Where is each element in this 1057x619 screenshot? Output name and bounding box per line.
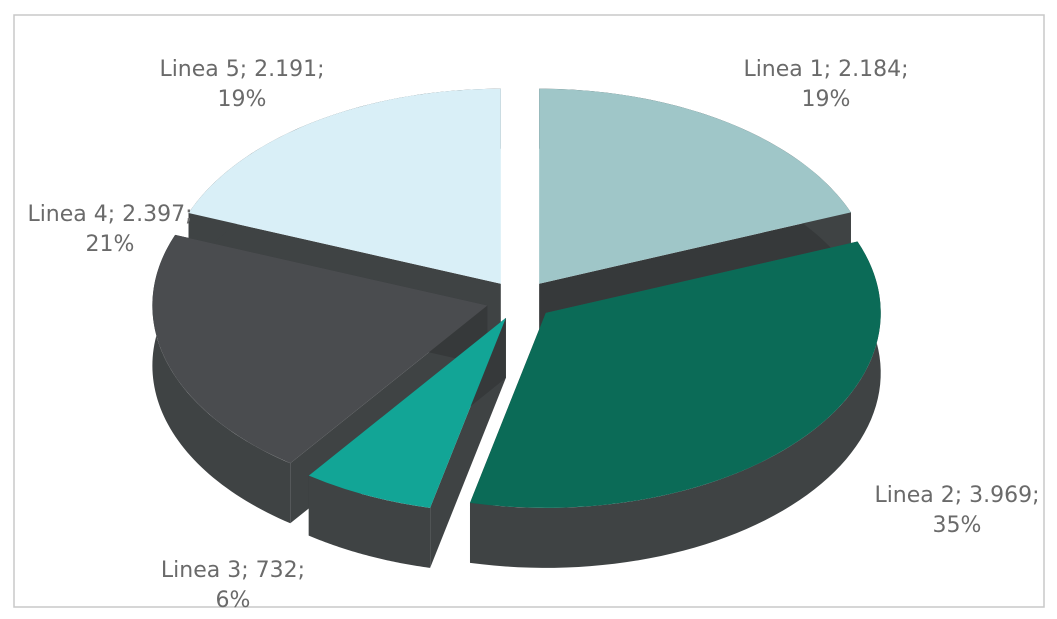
- slice-top-face: [188, 88, 501, 284]
- slice-top-face: [469, 241, 881, 508]
- data-label-linea-3: Linea 3; 732; 6%: [161, 558, 305, 613]
- data-label-line2: 19%: [218, 87, 267, 112]
- data-label-linea-2: Linea 2; 3.969; 35%: [874, 483, 1039, 538]
- pie-slice-linea-2: [469, 241, 881, 568]
- data-label-linea-5: Linea 5; 2.191; 19%: [159, 57, 324, 112]
- data-label-line1: Linea 5; 2.191;: [159, 57, 324, 82]
- slice-top-face: [152, 234, 488, 464]
- data-label-linea-4: Linea 4; 2.397; 21%: [27, 202, 192, 257]
- data-label-line1: Linea 1; 2.184;: [743, 57, 908, 82]
- data-label-line1: Linea 4; 2.397;: [27, 202, 192, 227]
- data-label-line2: 21%: [86, 232, 135, 257]
- slice-rim: [469, 241, 881, 568]
- data-label-linea-1: Linea 1; 2.184; 19%: [743, 57, 908, 112]
- data-label-line1: Linea 2; 3.969;: [874, 483, 1039, 508]
- data-label-line1: Linea 3; 732;: [161, 558, 305, 583]
- data-label-line2: 6%: [216, 588, 251, 613]
- pie-slices: [152, 88, 881, 568]
- slice-top-face: [308, 317, 506, 508]
- slice-rim: [308, 475, 431, 568]
- pie-slice-linea-3: [308, 317, 506, 568]
- slice-top-face: [539, 88, 851, 284]
- data-label-line2: 19%: [802, 87, 851, 112]
- slice-rim: [152, 234, 291, 524]
- data-label-line2: 35%: [933, 513, 982, 538]
